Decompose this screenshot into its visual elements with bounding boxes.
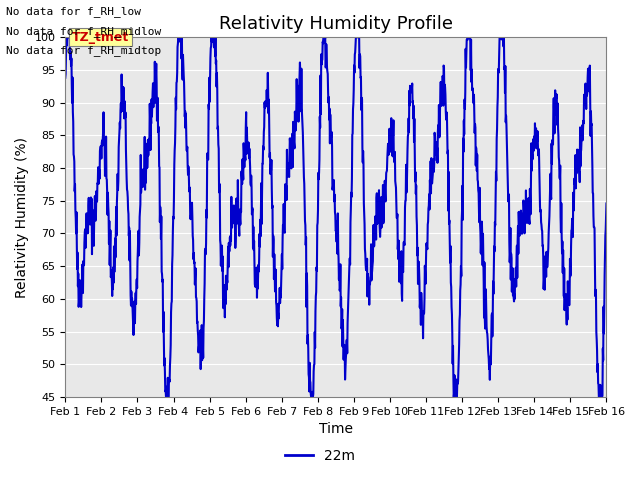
Title: Relativity Humidity Profile: Relativity Humidity Profile	[219, 15, 453, 33]
Text: No data for f_RH_midtop: No data for f_RH_midtop	[6, 45, 162, 56]
Text: No data for f_RH_midlow: No data for f_RH_midlow	[6, 25, 162, 36]
Text: TZ_tmet: TZ_tmet	[72, 31, 129, 44]
X-axis label: Time: Time	[319, 422, 353, 436]
Legend: 22m: 22m	[280, 443, 360, 468]
Text: No data for f_RH_low: No data for f_RH_low	[6, 6, 141, 17]
Y-axis label: Relativity Humidity (%): Relativity Humidity (%)	[15, 137, 29, 298]
